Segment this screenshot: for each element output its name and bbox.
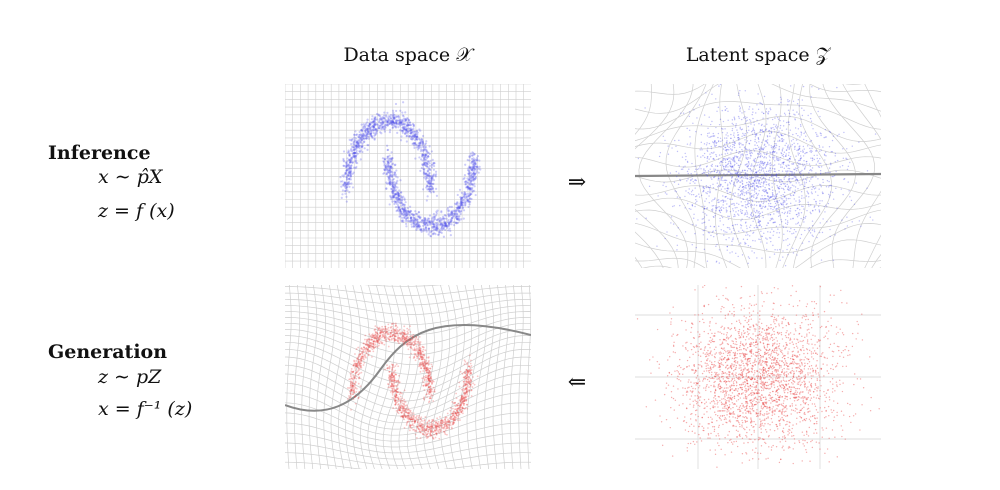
latent-space-title: Latent space 𝒵 xyxy=(685,44,831,66)
inference-latent-plot xyxy=(635,84,881,268)
generation-latent-panel xyxy=(635,285,881,469)
generation-formula-sample: z ∼ pZ xyxy=(98,366,162,388)
generation-data-plot xyxy=(285,285,531,469)
data-space-title: Data space 𝒳 xyxy=(343,44,473,66)
highlight-line xyxy=(635,172,881,178)
inference-formula-map: z = f (x) xyxy=(98,200,175,222)
inference-data-plot xyxy=(285,84,531,268)
inference-data-panel xyxy=(285,84,531,268)
sample-points xyxy=(339,101,482,238)
backward-arrow: ⇐ xyxy=(567,370,587,395)
generation-formula-map: x = f⁻¹ (z) xyxy=(98,398,193,420)
inference-latent-panel xyxy=(635,84,881,268)
warped-grid-lines xyxy=(285,285,531,469)
warped-grid-lines xyxy=(635,84,881,268)
sample-points xyxy=(636,84,877,267)
inference-title: Inference xyxy=(48,142,151,164)
highlight-line xyxy=(285,323,531,412)
sample-points xyxy=(636,285,880,468)
generation-latent-plot xyxy=(635,285,881,469)
forward-arrow: ⇒ xyxy=(567,170,587,195)
sample-points xyxy=(346,322,479,440)
grid-lines xyxy=(285,84,531,268)
generation-data-panel xyxy=(285,285,531,469)
inference-formula-sample: x ∼ p̂X xyxy=(98,166,163,188)
generation-title: Generation xyxy=(48,341,168,363)
grid-lines xyxy=(635,285,881,469)
